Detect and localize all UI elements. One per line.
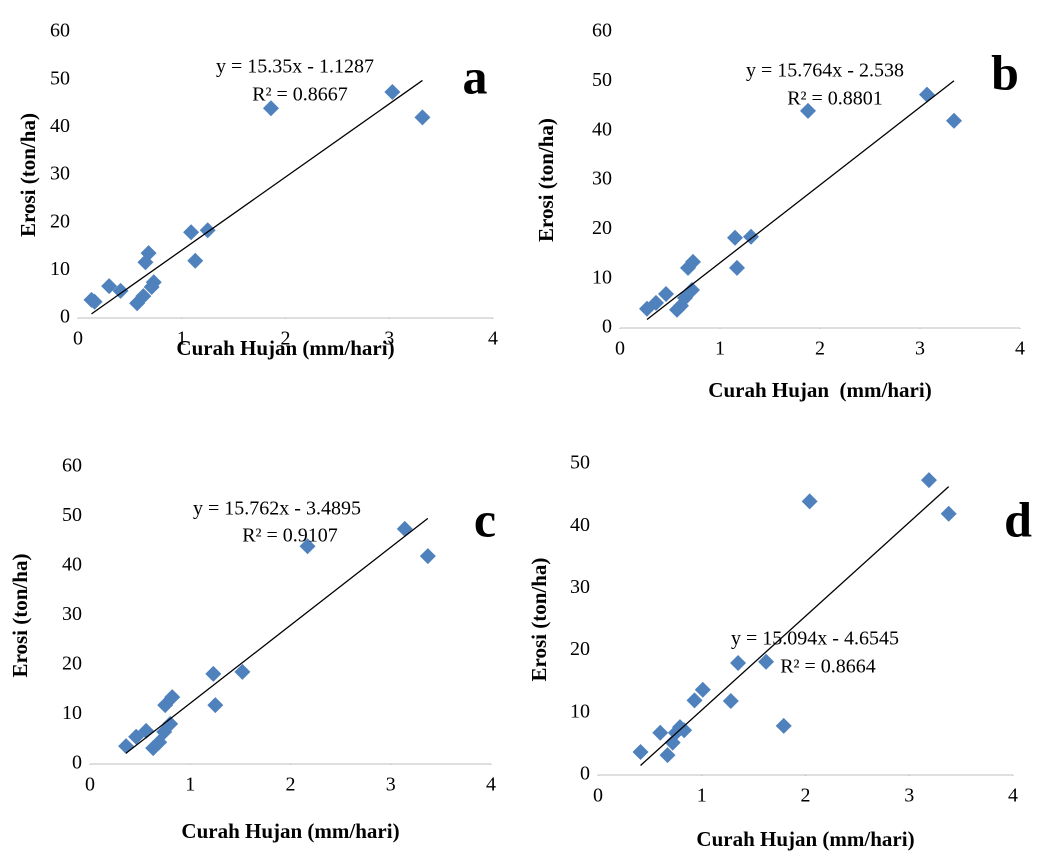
point <box>633 744 649 760</box>
panel-label: c <box>474 491 496 547</box>
page: 010203040506001234Curah Hujan (mm/hari)E… <box>0 0 1041 866</box>
y-tick-label: 30 <box>570 576 590 598</box>
trend-equation: y = 15.762x - 3.4895 <box>193 498 361 520</box>
y-tick-label: 10 <box>62 702 82 724</box>
trendline <box>91 80 422 313</box>
y-tick-label: 40 <box>592 118 612 140</box>
y-tick-label: 50 <box>62 504 82 526</box>
trend-r2: R² = 0.8664 <box>780 656 876 678</box>
y-tick-label: 50 <box>50 67 70 89</box>
y-tick-label: 40 <box>50 115 70 137</box>
y-tick-label: 40 <box>570 514 590 536</box>
x-tick-label: 4 <box>1008 785 1018 807</box>
y-tick-label: 30 <box>592 168 612 190</box>
point <box>730 655 746 671</box>
trend-r2: R² = 0.8801 <box>787 88 883 110</box>
point <box>183 224 199 240</box>
y-axis-title: Erosi (ton/ha) <box>16 113 40 237</box>
chart: 010203040506001234Curah Hujan (mm/hari)E… <box>0 0 1041 866</box>
point <box>941 506 957 522</box>
y-tick-label: 20 <box>592 217 612 239</box>
point <box>207 697 223 713</box>
x-tick-label: 4 <box>488 328 498 350</box>
y-tick-label: 60 <box>592 20 612 42</box>
trend-equation: y = 15.094x - 4.6545 <box>731 628 899 650</box>
y-tick-label: 10 <box>50 258 70 280</box>
x-tick-label: 2 <box>815 338 825 360</box>
panel-label: b <box>991 44 1019 100</box>
x-tick-label: 0 <box>73 328 83 350</box>
y-tick-label: 10 <box>570 700 590 722</box>
x-tick-label: 3 <box>386 774 396 796</box>
x-axis-title: Curah Hujan (mm/hari) <box>181 819 399 843</box>
y-tick-label: 40 <box>62 554 82 576</box>
point <box>118 738 134 754</box>
y-tick-label: 20 <box>570 638 590 660</box>
panel-label: d <box>1004 491 1032 547</box>
x-tick-label: 4 <box>486 774 496 796</box>
x-tick-label: 2 <box>286 774 296 796</box>
x-axis-title: Curah Hujan (mm/hari) <box>708 378 931 402</box>
y-tick-label: 20 <box>62 653 82 675</box>
y-tick-label: 10 <box>592 266 612 288</box>
point <box>946 113 962 129</box>
x-tick-label: 4 <box>1015 338 1025 360</box>
y-tick-label: 0 <box>72 752 82 774</box>
x-tick-label: 0 <box>593 785 603 807</box>
point <box>420 548 436 564</box>
point <box>919 87 935 103</box>
trendline <box>126 518 428 753</box>
y-tick-label: 60 <box>50 20 70 42</box>
y-tick-label: 0 <box>60 306 70 328</box>
y-tick-label: 0 <box>602 316 612 338</box>
x-tick-label: 0 <box>85 774 95 796</box>
x-axis-title: Curah Hujan (mm/hari) <box>176 336 394 360</box>
trend-equation: y = 15.764x - 2.538 <box>746 60 904 82</box>
panel-label: a <box>463 48 488 104</box>
x-tick-label: 1 <box>715 338 725 360</box>
point <box>729 260 745 276</box>
x-tick-label: 1 <box>697 785 707 807</box>
y-axis-title: Erosi (ton/ha) <box>527 558 551 682</box>
trendline <box>647 81 954 320</box>
y-tick-label: 20 <box>50 210 70 232</box>
x-tick-label: 2 <box>801 785 811 807</box>
y-tick-label: 60 <box>62 455 82 477</box>
y-tick-label: 0 <box>580 763 590 785</box>
y-tick-label: 30 <box>62 603 82 625</box>
x-axis-title: Curah Hujan (mm/hari) <box>696 827 914 851</box>
trendline <box>641 487 949 766</box>
trend-r2: R² = 0.9107 <box>242 525 338 547</box>
trend-equation: y = 15.35x - 1.1287 <box>216 56 374 78</box>
trend-r2: R² = 0.8667 <box>252 84 348 106</box>
y-tick-label: 50 <box>570 452 590 474</box>
y-tick-label: 30 <box>50 163 70 185</box>
point <box>802 493 818 509</box>
y-tick-label: 50 <box>592 69 612 91</box>
point <box>723 693 739 709</box>
point <box>187 253 203 269</box>
point <box>652 725 668 741</box>
point <box>921 472 937 488</box>
x-tick-label: 0 <box>615 338 625 360</box>
point <box>727 230 743 246</box>
x-tick-label: 3 <box>904 785 914 807</box>
point <box>776 718 792 734</box>
y-axis-title: Erosi (ton/ha) <box>534 118 558 242</box>
point <box>414 109 430 125</box>
point <box>205 666 221 682</box>
y-axis-title: Erosi (ton/ha) <box>8 554 32 678</box>
x-tick-label: 1 <box>185 774 195 796</box>
point <box>397 521 413 537</box>
x-tick-label: 3 <box>915 338 925 360</box>
